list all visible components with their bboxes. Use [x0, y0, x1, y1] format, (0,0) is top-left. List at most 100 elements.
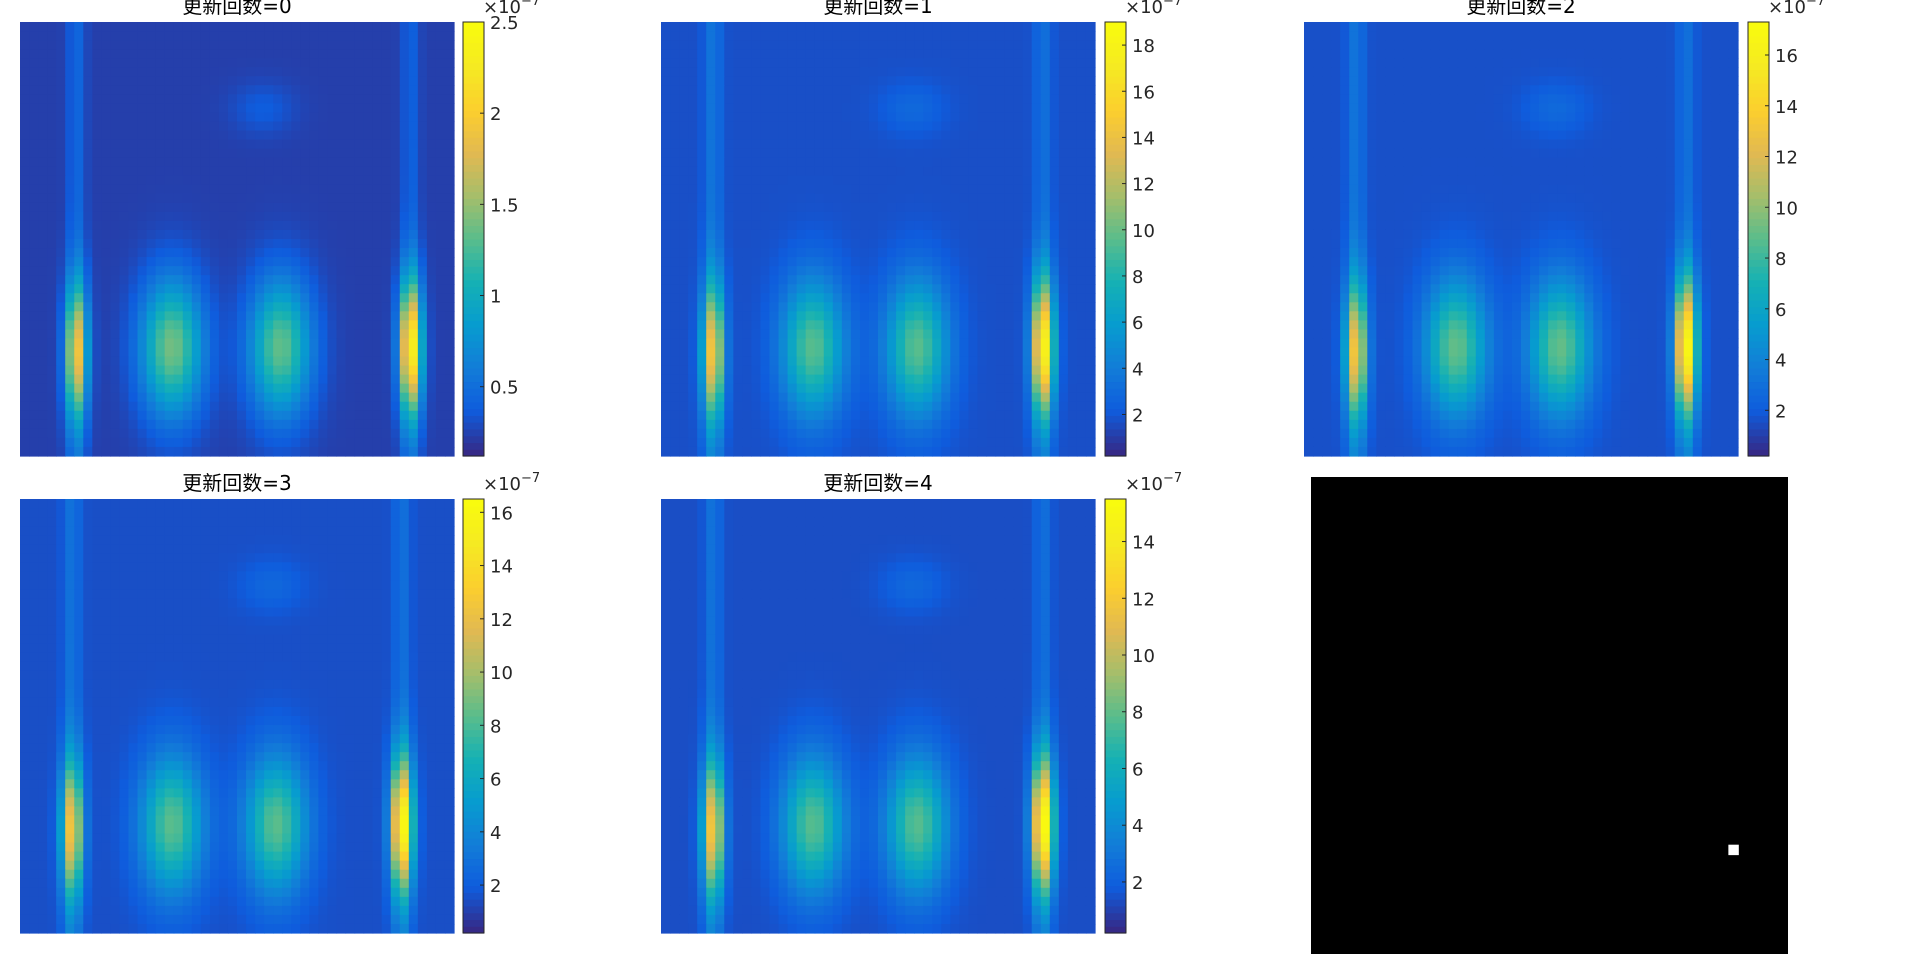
- heatmap-cell: [1331, 31, 1341, 41]
- heatmap-cell: [101, 410, 112, 421]
- heatmap-cell: [155, 284, 166, 294]
- heatmap-cell: [309, 130, 319, 141]
- heatmap-cell: [1430, 40, 1441, 50]
- heatmap-cell: [1058, 293, 1069, 303]
- heatmap-cell: [399, 410, 410, 421]
- heatmap-cell: [137, 175, 148, 186]
- heatmap-cell: [1049, 356, 1060, 367]
- heatmap-cell: [255, 266, 265, 276]
- heatmap-cell: [787, 193, 798, 204]
- heatmap-cell: [769, 220, 780, 231]
- heatmap-cell: [751, 302, 762, 312]
- heatmap-cell: [47, 320, 57, 331]
- heatmap-cell: [444, 121, 455, 132]
- heatmap-cell: [345, 284, 356, 294]
- heatmap-cell: [688, 211, 698, 222]
- heatmap-cell: [832, 184, 843, 195]
- heatmap-cell: [769, 419, 780, 430]
- colorbar-segment: [463, 415, 484, 423]
- heatmap-cell: [83, 211, 93, 222]
- heatmap-cell: [796, 275, 807, 285]
- heatmap-cell: [995, 302, 1006, 312]
- heatmap-cell: [1511, 40, 1522, 50]
- heatmap-cell: [905, 374, 915, 385]
- heatmap-cell: [832, 347, 843, 358]
- heatmap-cell: [444, 302, 455, 312]
- heatmap-cell: [805, 266, 816, 276]
- heatmap-cell: [1085, 365, 1096, 376]
- heatmap-cell: [959, 202, 970, 213]
- heatmap-cell: [155, 392, 166, 403]
- heatmap-cell: [354, 365, 365, 376]
- heatmap-cell: [887, 266, 897, 276]
- heatmap-cell: [832, 85, 843, 95]
- heatmap-cell: [968, 85, 979, 95]
- heatmap-cell: [408, 67, 419, 77]
- heatmap-cell: [155, 103, 166, 114]
- heatmap-cell: [426, 229, 437, 240]
- heatmap-cell: [273, 193, 283, 204]
- heatmap-cell: [110, 103, 121, 114]
- heatmap-cell: [724, 374, 734, 385]
- heatmap-cell: [381, 148, 392, 159]
- heatmap-cell: [155, 121, 166, 132]
- heatmap-cell: [110, 139, 121, 150]
- heatmap-cell: [1358, 31, 1368, 41]
- heatmap-cell: [47, 383, 57, 394]
- heatmap-cell: [318, 31, 329, 41]
- heatmap-cell: [146, 239, 157, 249]
- heatmap-cell: [38, 437, 48, 448]
- heatmap-cell: [805, 166, 816, 177]
- heatmap-cell: [65, 40, 75, 50]
- heatmap-cell: [390, 275, 401, 285]
- heatmap-cell: [832, 419, 843, 430]
- heatmap-cell: [92, 239, 102, 249]
- heatmap-cell: [661, 347, 671, 358]
- heatmap-cell: [868, 383, 879, 394]
- heatmap-cell: [137, 220, 148, 231]
- heatmap-cell: [435, 67, 446, 77]
- heatmap-cell: [92, 419, 102, 430]
- heatmap-cell: [246, 193, 256, 204]
- heatmap-cell: [273, 320, 283, 331]
- heatmap-cell: [435, 202, 446, 213]
- heatmap-cell: [914, 58, 924, 68]
- heatmap-cell: [977, 112, 988, 123]
- heatmap-cell: [1322, 40, 1332, 50]
- heatmap-cell: [1085, 266, 1096, 276]
- heatmap-cell: [977, 49, 988, 59]
- heatmap-cell: [65, 157, 75, 168]
- heatmap-cell: [823, 392, 834, 403]
- heatmap-cell: [905, 419, 915, 430]
- colorbar-segment: [1105, 116, 1126, 125]
- heatmap-cell: [959, 130, 970, 141]
- heatmap-cell: [1322, 31, 1332, 41]
- heatmap-cell: [679, 175, 689, 186]
- heatmap-cell: [164, 166, 175, 177]
- heatmap-cell: [977, 148, 988, 159]
- heatmap-cell: [264, 338, 274, 349]
- heatmap-cell: [417, 257, 428, 267]
- colorbar-segment: [463, 96, 484, 104]
- heatmap-cell: [38, 76, 48, 86]
- heatmap-cell: [887, 257, 897, 267]
- heatmap-cell: [1728, 22, 1739, 32]
- heatmap-cell: [29, 329, 39, 340]
- heatmap-cell: [679, 58, 689, 68]
- heatmap-cell: [363, 428, 374, 439]
- colorbar-segment: [463, 49, 484, 57]
- heatmap-cell: [1040, 220, 1051, 231]
- heatmap-cell: [670, 103, 680, 114]
- heatmap-cell: [408, 94, 419, 104]
- heatmap-cell: [209, 148, 220, 159]
- heatmap-cell: [318, 40, 329, 50]
- heatmap-cell: [832, 220, 843, 231]
- heatmap-cell: [264, 356, 274, 367]
- heatmap-cell: [1085, 49, 1096, 59]
- heatmap-cell: [38, 157, 48, 168]
- colorbar-segment: [1105, 279, 1126, 288]
- heatmap-cell: [444, 248, 455, 258]
- heatmap-cell: [868, 437, 879, 448]
- heatmap-cell: [769, 293, 780, 303]
- heatmap-cell: [923, 166, 933, 177]
